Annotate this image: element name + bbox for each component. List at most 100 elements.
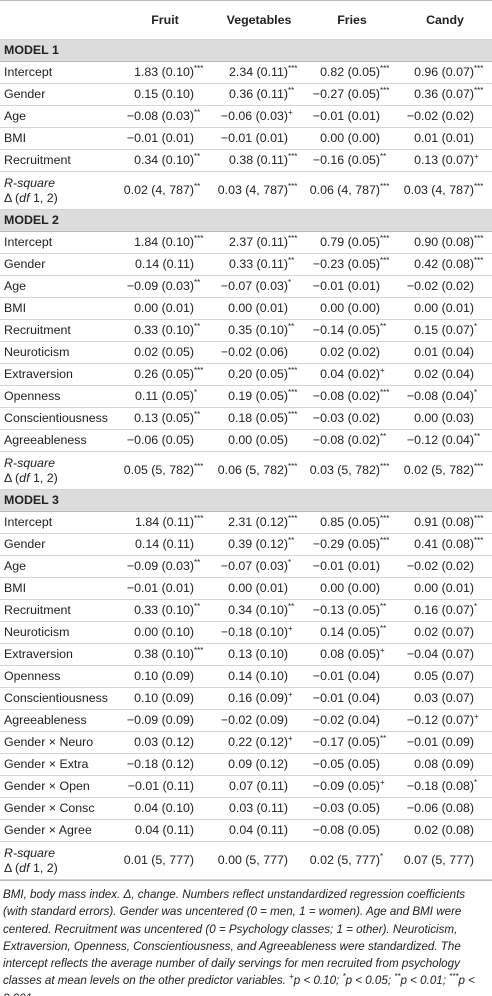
data-row: Age −0.09 (0.03)** −0.07 (0.03)* −0.01 (0.0…	[0, 555, 492, 578]
coefficient: 0.04 (0.11)	[134, 823, 194, 837]
coefficient: 0.18 (0.05)	[228, 411, 288, 425]
value-cell: 0.91 (0.08)***	[398, 511, 492, 534]
value-cell: 0.01 (0.04)​	[398, 341, 492, 364]
coefficient: 1.84 (0.11)	[134, 515, 194, 529]
row-label-part: Δ (	[4, 190, 20, 205]
value-cell: −0.01 (0.01)​	[306, 555, 398, 578]
value-cell: −0.18 (0.08)*	[398, 775, 492, 798]
model-row: MODEL 1	[0, 39, 492, 62]
value-cell: 0.01 (5, 777)​	[118, 841, 212, 880]
coefficient: 0.42 (0.08)	[414, 257, 474, 271]
coefficient: 2.31 (0.12)	[228, 515, 288, 529]
row-label-part: Δ (	[4, 470, 20, 485]
value-cell: 0.03 (0.11)​	[212, 797, 306, 820]
data-row: Conscientiousness 0.13 (0.05)** 0.18 (0.05…	[0, 407, 492, 430]
coefficient: 0.03 (0.11)	[228, 801, 288, 815]
value-cell: −0.08 (0.05)​	[306, 819, 398, 842]
column-header: Fries	[306, 0, 398, 40]
data-row: Agreeableness−0.06 (0.05)​0.00 (0.05)​−0…	[0, 429, 492, 452]
value-cell: −0.03 (0.02)​	[306, 407, 398, 430]
value-cell: 0.06 (4, 787)***	[306, 171, 398, 210]
value-cell: 0.03 (4, 787)***	[212, 171, 306, 210]
row-label-text: BMI	[4, 131, 27, 145]
coefficient: −0.01 (0.01)	[312, 279, 380, 293]
coefficient: −0.02 (0.09)	[220, 713, 288, 727]
row-label-text: Intercept	[4, 515, 53, 529]
row-label-text: Agreeableness	[4, 433, 87, 447]
value-cell: −0.27 (0.05)***	[306, 83, 398, 106]
value-cell: −0.01 (0.01)​	[306, 275, 398, 298]
data-row: Age −0.09 (0.03)** −0.07 (0.03)* −0.01 (0.0…	[0, 275, 492, 298]
coefficient: −0.18 (0.12)	[126, 757, 194, 771]
row-label: R-square Δ (df 1, 2)	[0, 451, 118, 490]
value-cell: 0.02 (0.08)​	[398, 819, 492, 842]
row-label-part: df	[19, 470, 30, 485]
value-cell: 0.13 (0.10)​	[212, 643, 306, 666]
row-label-text: Extraversion	[4, 647, 73, 661]
coefficient: −0.02 (0.02)	[406, 279, 474, 293]
data-row: Gender × Open−0.01 (0.11)​0.07 (0.11)​−0…	[0, 775, 492, 798]
value-cell: 0.00 (0.00)​	[306, 577, 398, 600]
row-label: Intercept	[0, 511, 118, 534]
value-cell: 0.10 (0.09)​	[118, 665, 212, 688]
coefficient: −0.09 (0.03)	[126, 559, 194, 573]
row-label: Conscientiousness	[0, 687, 118, 710]
coefficient: 0.39 (0.12)	[228, 537, 288, 551]
value-cell: −0.01 (0.01)​	[212, 127, 306, 150]
data-row: Recruitment 0.34 (0.10)** 0.38 (0.11)*** −0…	[0, 149, 492, 172]
coefficient: −0.02 (0.06)	[220, 345, 288, 359]
value-cell: −0.04 (0.07)​	[398, 643, 492, 666]
value-cell: 0.00 (0.03)​	[398, 407, 492, 430]
coefficient: −0.02 (0.02)	[406, 109, 474, 123]
regression-table: Fruit Vegetables Fries Candy MODEL 1 Interce…	[0, 0, 492, 880]
row-label-part: Δ (	[4, 860, 20, 875]
note-text: p < 0.05;	[345, 974, 395, 988]
value-cell: 0.03 (4, 787)***	[398, 171, 492, 210]
coefficient: 0.03 (0.12)	[134, 735, 194, 749]
coefficient: −0.05 (0.05)	[312, 757, 380, 771]
row-label-part: 1, 2)	[29, 470, 58, 485]
coefficient: 0.04 (0.02)	[320, 367, 380, 381]
row-label-text: Gender × Extra	[4, 757, 89, 771]
coefficient: −0.08 (0.02)	[312, 433, 380, 447]
corner-cell	[0, 0, 118, 40]
value-cell: 0.00 (0.10)​	[118, 621, 212, 644]
row-label: Conscientiousness	[0, 407, 118, 430]
value-cell: 0.00 (0.00)​	[306, 297, 398, 320]
value-cell: −0.01 (0.01)​	[118, 577, 212, 600]
coefficient: −0.01 (0.04)	[312, 669, 380, 683]
row-label: Gender	[0, 83, 118, 106]
row-label-text: Gender × Consc	[4, 801, 95, 815]
value-cell: −0.08 (0.04)*	[398, 385, 492, 408]
coefficient: −0.29 (0.05)	[312, 537, 380, 551]
row-label-text: BMI	[4, 581, 27, 595]
coefficient: −0.08 (0.03)	[126, 109, 194, 123]
value-cell: 0.06 (5, 782)***	[212, 451, 306, 490]
coefficient: 0.36 (0.07)	[414, 87, 474, 101]
coefficient: −0.08 (0.05)	[312, 823, 380, 837]
value-cell: 0.14 (0.11)​	[118, 533, 212, 556]
note-text: BMI, body mass index. Δ, change. Numbers…	[3, 888, 466, 988]
value-cell: 0.33 (0.10)**	[118, 599, 212, 622]
coefficient: 0.03 (5, 782)	[309, 463, 380, 477]
row-label-part: df	[19, 190, 30, 205]
value-cell: 1.83 (0.10)***	[118, 61, 212, 84]
coefficient: −0.01 (0.01)	[312, 109, 380, 123]
row-label-text: Recruitment	[4, 603, 71, 617]
data-row: R-square Δ (df 1, 2) 0.02 (4, 787)** 0.03 (…	[0, 171, 492, 210]
row-label-part: 1, 2)	[29, 190, 58, 205]
value-cell: 0.00 (0.01)​	[212, 577, 306, 600]
value-cell: −0.16 (0.05)**	[306, 149, 398, 172]
note-text: p < 0.001.	[3, 974, 475, 996]
value-cell: 0.05 (0.07)​	[398, 665, 492, 688]
value-cell: −0.08 (0.02)***	[306, 385, 398, 408]
coefficient: 0.00 (0.00)	[320, 301, 380, 315]
value-cell: 0.02 (5, 777)*	[306, 841, 398, 880]
data-row: Agreeableness−0.09 (0.09)​−0.02 (0.09)​−…	[0, 709, 492, 732]
coefficient: 0.10 (0.09)	[134, 669, 194, 683]
